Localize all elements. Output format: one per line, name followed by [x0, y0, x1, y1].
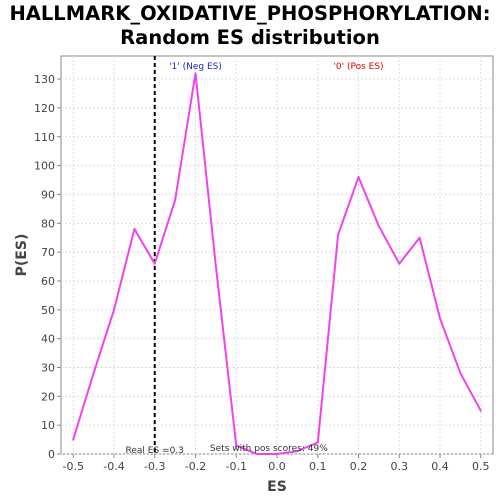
y-tick-label: 10 [41, 419, 55, 432]
data-point [276, 453, 278, 455]
data-point [92, 372, 95, 375]
data-point [174, 199, 177, 202]
data-point [398, 262, 401, 265]
grid-lines [61, 56, 493, 455]
x-tick-label: 0.0 [268, 460, 286, 473]
data-point [377, 225, 380, 228]
plot-area [60, 55, 494, 455]
x-axis: -0.5 -0.4 -0.3 -0.2 -0.1 0.0 0.1 0.2 0.3 0.4 0.5 [62, 454, 490, 473]
chart-title: HALLMARK_OXIDATIVE_PHOSPHORYLATION: Rand… [0, 2, 500, 50]
y-tick-label: 0 [48, 448, 55, 461]
pos-scores-text: Sets with pos scores: 49% [210, 444, 328, 454]
data-point [316, 441, 319, 444]
x-tick-label: 0.3 [391, 460, 409, 473]
y-axis-label: P(ES) [14, 234, 30, 277]
y-tick-label: 110 [34, 131, 55, 144]
x-tick-label: -0.2 [185, 460, 206, 473]
chart-title-line-2: Random ES distribution [120, 26, 380, 49]
y-tick-label: 20 [41, 390, 55, 403]
pos-es-label: '0' (Pos ES) [333, 62, 383, 72]
x-tick-label: -0.4 [103, 460, 124, 473]
y-tick-label: 40 [41, 333, 55, 346]
x-tick-label: 0.1 [309, 460, 327, 473]
data-point [214, 265, 217, 268]
neg-es-label: '1' (Neg ES) [169, 62, 222, 72]
data-point [133, 228, 136, 231]
data-point [479, 409, 482, 412]
y-tick-label: 130 [34, 73, 55, 86]
y-tick-label: 80 [41, 217, 55, 230]
x-tick-label: -0.5 [62, 460, 83, 473]
y-tick-label: 90 [41, 188, 55, 201]
y-tick-label: 50 [41, 304, 55, 317]
data-point [153, 262, 156, 265]
real-es-label: Real ES =0.3 [126, 446, 184, 456]
data-point [255, 453, 258, 455]
x-tick-label: 0.4 [431, 460, 449, 473]
x-tick-label: 0.5 [472, 460, 490, 473]
y-tick-label: 30 [41, 361, 55, 374]
data-point [194, 72, 197, 75]
data-point [235, 444, 238, 447]
y-tick-label: 70 [41, 246, 55, 259]
y-axis: 0 10 20 30 40 50 60 70 80 90 100 110 120 130 [34, 73, 61, 461]
data-point [296, 450, 299, 453]
y-tick-label: 60 [41, 275, 55, 288]
x-tick-label: 0.2 [350, 460, 368, 473]
data-point [72, 438, 75, 441]
series-group [72, 72, 482, 455]
y-tick-label: 100 [34, 160, 55, 173]
data-point [439, 317, 442, 320]
x-axis-label: ES [267, 479, 287, 495]
x-tick-label: -0.1 [226, 460, 247, 473]
x-tick-label: -0.3 [144, 460, 165, 473]
data-point [112, 308, 115, 311]
data-point [418, 236, 421, 239]
data-point [459, 372, 462, 375]
y-tick-label: 120 [34, 102, 55, 115]
data-point [357, 176, 360, 179]
chart-title-line-1: HALLMARK_OXIDATIVE_PHOSPHORYLATION: [9, 2, 491, 25]
data-point [337, 233, 340, 236]
